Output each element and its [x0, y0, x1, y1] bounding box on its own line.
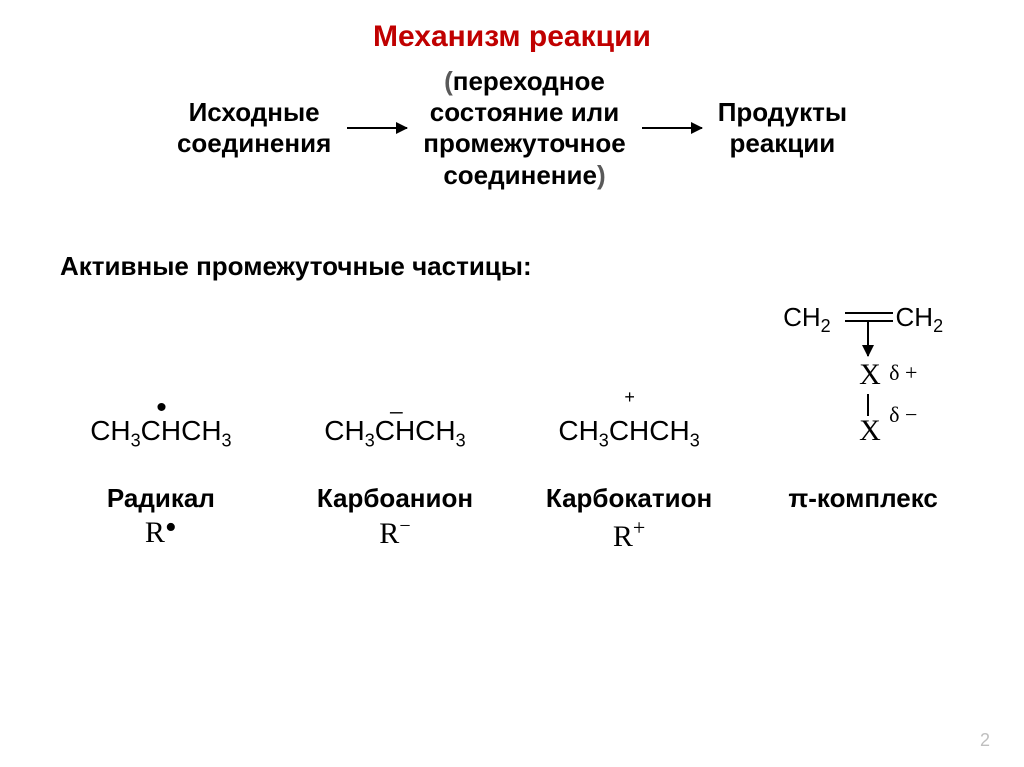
page-number: 2: [980, 730, 990, 751]
reaction-scheme: Исходные соединения (переходное состояни…: [40, 66, 984, 191]
symbol: R•: [145, 516, 177, 549]
symbol: R−: [379, 517, 410, 550]
text: реакции: [729, 128, 835, 158]
section-subtitle: Активные промежуточные частицы:: [60, 251, 984, 282]
text: Исходные: [189, 97, 320, 127]
formula: CH3CHCH3 •: [90, 415, 231, 452]
text: (: [444, 66, 453, 96]
formula: CH3CHCH3 +: [558, 415, 699, 452]
plus-icon: +: [624, 387, 635, 408]
bond-icon: [867, 394, 869, 416]
text: состояние или: [430, 97, 619, 127]
scheme-reactants: Исходные соединения: [177, 97, 331, 159]
formula: CH3CHCH3 _: [324, 415, 465, 452]
scheme-products: Продукты реакции: [718, 97, 847, 159]
arrow-icon: [642, 127, 702, 129]
text: ): [597, 160, 606, 190]
text: π-комплекс: [788, 483, 937, 513]
label-radical: Радикал R•: [50, 482, 272, 556]
text: соединение: [443, 160, 597, 190]
arrow-down-icon: [867, 320, 869, 356]
labels-row: Радикал R• Карбоанион R− Карбокатион R+ …: [40, 482, 984, 556]
label-carbocation: Карбокатион R+: [518, 482, 740, 556]
pi-complex-diagram: CH2 CH2 X δ + X δ −: [763, 302, 963, 452]
symbol: R+: [613, 520, 645, 553]
radical-dot-icon: •: [156, 391, 167, 425]
text: Продукты: [718, 97, 847, 127]
page-title: Механизм реакции: [40, 20, 984, 54]
text: Карбокатион: [546, 483, 712, 513]
species-carbocation: CH3CHCH3 +: [518, 415, 740, 452]
text: Карбоанион: [317, 483, 473, 513]
label-carbanion: Карбоанион R−: [284, 482, 506, 556]
label-picomplex: π-комплекс: [752, 482, 974, 556]
text: X: [859, 414, 881, 448]
text: промежуточное: [423, 128, 625, 158]
text: переходное: [453, 66, 605, 96]
text: δ −: [889, 402, 917, 428]
double-bond-icon: [845, 312, 893, 322]
text: Радикал: [107, 483, 215, 513]
text: X: [859, 358, 881, 392]
species-pi-complex: CH2 CH2 X δ + X δ −: [752, 302, 974, 452]
text: δ +: [889, 360, 917, 386]
scheme-intermediate: (переходное состояние или промежуточное …: [423, 66, 625, 191]
minus-icon: _: [390, 389, 402, 415]
species-radical: CH3CHCH3 •: [50, 415, 272, 452]
arrow-icon: [347, 127, 407, 129]
text: соединения: [177, 128, 331, 158]
text: CH2: [783, 302, 831, 337]
species-row: CH3CHCH3 • CH3CHCH3 _ CH3CHCH3 + CH2 CH2…: [40, 302, 984, 452]
species-carbanion: CH3CHCH3 _: [284, 415, 506, 452]
text: CH2: [896, 302, 944, 337]
